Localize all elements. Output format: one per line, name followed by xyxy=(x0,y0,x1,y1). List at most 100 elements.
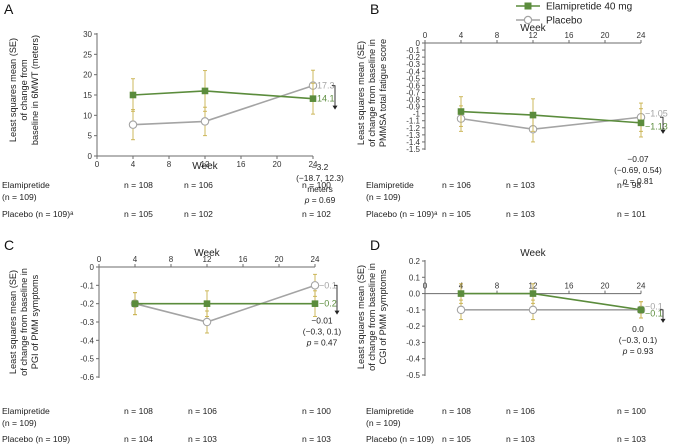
x-tick-label: 8 xyxy=(495,31,500,40)
x-tick-label: 0 xyxy=(95,160,100,169)
y-tick-label: 0 xyxy=(88,152,93,161)
data-point-square xyxy=(457,290,465,297)
panel-label: A xyxy=(4,1,14,17)
series-line xyxy=(460,116,642,131)
series-elamipretide xyxy=(129,70,317,115)
data-point-circle xyxy=(528,305,538,315)
y-tick-label: -0.2 xyxy=(406,53,420,62)
series-elamipretide xyxy=(457,283,645,319)
end-label-placebo: −0.1 xyxy=(319,280,337,290)
n-value: n = 103 xyxy=(506,209,535,219)
difference-annotation: p = 0.47 xyxy=(306,338,338,348)
y-tick-label: 10 xyxy=(83,111,92,120)
difference-annotation: −3.2 xyxy=(312,162,329,172)
n-value: n = 101 xyxy=(617,209,646,219)
y-tick-label: -1.5 xyxy=(406,145,420,154)
p-symbol: p xyxy=(306,338,312,348)
y-tick-label: -0.5 xyxy=(406,74,420,83)
n-value: n = 102 xyxy=(302,209,331,219)
series-placebo xyxy=(456,299,646,321)
end-label-placebo: 17.3 xyxy=(317,81,335,91)
n-value: n = 106 xyxy=(506,406,535,416)
n-value: n = 106 xyxy=(442,180,471,190)
end-label-placebo: −0.1 xyxy=(645,301,663,311)
legend-marker-circle xyxy=(523,15,533,25)
series-placebo xyxy=(128,69,318,141)
y-tick-label: -0.2 xyxy=(406,322,420,331)
y-tick-label: -0.4 xyxy=(406,355,420,364)
n-row-label: Elamipretide xyxy=(2,406,50,416)
n-row-label: Placebo (n = 109)ᵃ xyxy=(2,209,74,219)
n-value: n = 106 xyxy=(188,406,217,416)
y-tick-label: 30 xyxy=(83,30,92,39)
y-tick-label: -0.5 xyxy=(406,371,420,380)
data-point-square xyxy=(529,290,537,297)
y-tick-label: 5 xyxy=(88,132,93,141)
difference-bracket xyxy=(334,284,338,314)
x-tick-label: 20 xyxy=(601,31,610,40)
difference-annotation: meters xyxy=(307,184,333,194)
data-point-circle xyxy=(200,117,210,126)
panel-B: B Least squares mean (SE) of change from b… xyxy=(356,1,668,219)
x-tick-label: 12 xyxy=(203,255,212,264)
p-symbol: p xyxy=(622,346,628,356)
n-value: n = 103 xyxy=(506,434,535,444)
end-label-elamipretide: −0.2 xyxy=(319,299,337,309)
data-point-circle xyxy=(202,317,212,327)
series-elamipretide xyxy=(131,290,319,317)
end-label-elamipretide: −1.13 xyxy=(645,121,668,131)
y-tick-label: -0.3 xyxy=(406,338,420,347)
x-axis-label: Week xyxy=(194,248,220,259)
x-tick-label: 4 xyxy=(133,255,138,264)
data-point-square xyxy=(309,95,317,102)
x-tick-label: 0 xyxy=(97,255,102,264)
n-row-label: Elamipretide xyxy=(2,180,50,190)
panel-D: D Least squares mean (SE) of change from b… xyxy=(356,237,666,444)
panel-A: A Least squares mean (SE) of change from ba… xyxy=(2,1,344,219)
end-label-elamipretide: 14.1 xyxy=(317,94,335,104)
data-point-square xyxy=(203,300,211,307)
difference-arrowhead xyxy=(660,129,666,134)
n-value: n = 108 xyxy=(442,406,471,416)
difference-bracket xyxy=(332,85,336,109)
data-point-square xyxy=(131,300,139,307)
p-symbol: p xyxy=(304,195,310,205)
x-tick-label: 16 xyxy=(239,255,248,264)
y-axis-label: Least squares mean (SE) xyxy=(8,270,18,374)
y-axis-label: CGI of PMM symptoms xyxy=(378,269,388,364)
end-label-elamipretide: −0.1 xyxy=(645,308,663,318)
y-axis-label: PGI of PMM symptoms xyxy=(30,274,40,369)
y-tick-label: -0.5 xyxy=(80,355,94,364)
y-axis-label: of change from xyxy=(19,59,29,121)
n-value: n = 103 xyxy=(302,434,331,444)
x-tick-label: 0 xyxy=(423,282,428,291)
x-axis-label: Week xyxy=(520,23,546,34)
y-tick-label: 25 xyxy=(83,50,92,59)
n-row-label: Elamipretide xyxy=(366,180,414,190)
series-placebo xyxy=(456,102,646,143)
n-row-label: Elamipretide xyxy=(366,406,414,416)
data-point-square xyxy=(311,300,319,307)
y-tick-label: 20 xyxy=(83,71,92,80)
data-point-square xyxy=(637,119,645,127)
n-row-label: Placebo (n = 109)ᵃ xyxy=(366,209,438,219)
y-axis-label: of change from baseline in xyxy=(19,268,29,376)
x-tick-label: 20 xyxy=(275,255,284,264)
y-tick-label: -1.3 xyxy=(406,131,420,140)
x-tick-label: 0 xyxy=(423,31,428,40)
n-row-label: (n = 109) xyxy=(2,192,37,202)
data-point-circle xyxy=(128,120,138,129)
n-row-label: Placebo (n = 109) xyxy=(366,434,434,444)
y-tick-label: -0.7 xyxy=(406,88,420,97)
legend: Elamipretide 40 mg Placebo xyxy=(516,2,632,27)
x-tick-label: 16 xyxy=(565,31,574,40)
data-point-square xyxy=(637,306,645,314)
x-tick-label: 20 xyxy=(273,160,282,169)
y-tick-label: 0.2 xyxy=(409,257,421,266)
p-symbol: p xyxy=(622,176,628,186)
panel-label: C xyxy=(4,237,14,253)
data-point-circle xyxy=(456,305,466,315)
difference-arrowhead xyxy=(334,310,340,315)
y-tick-label: -0.4 xyxy=(80,336,94,345)
n-value: n = 108 xyxy=(124,180,153,190)
